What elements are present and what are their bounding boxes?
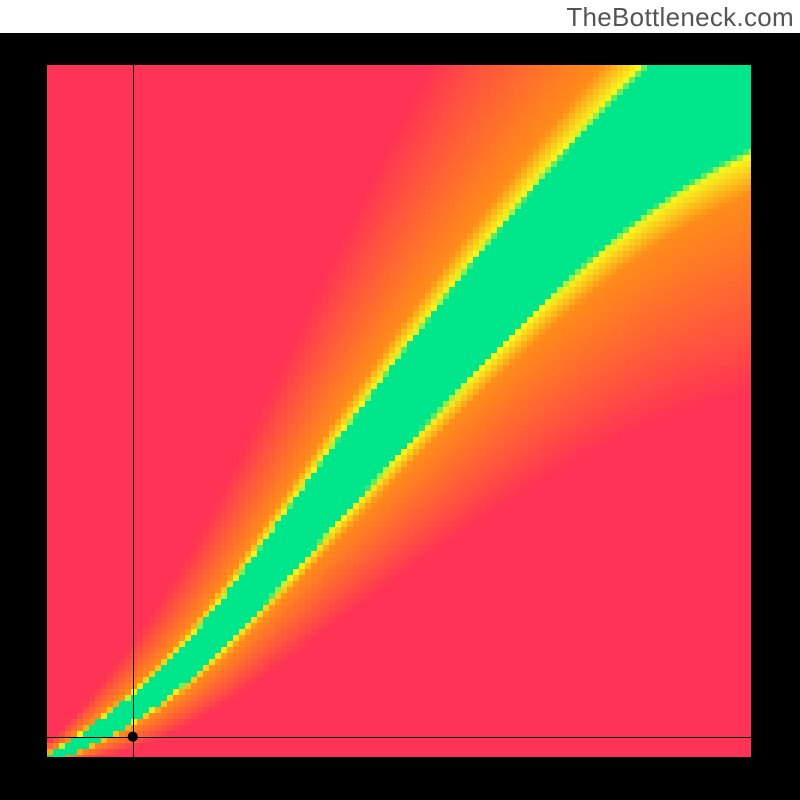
crosshair-overlay <box>47 65 751 757</box>
plot-frame <box>0 33 800 800</box>
chart-container: TheBottleneck.com <box>0 0 800 800</box>
watermark-text: TheBottleneck.com <box>566 0 800 33</box>
